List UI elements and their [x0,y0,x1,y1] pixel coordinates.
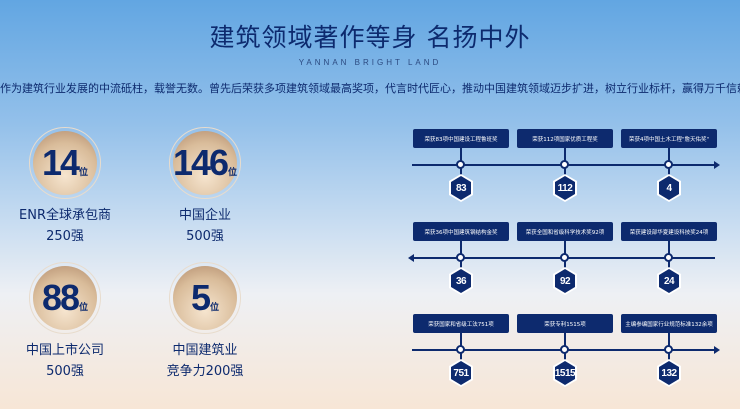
award-count-hexagon: 4 [657,174,681,202]
award-label: 荣获4项中国土木工程"詹天佑奖" [628,136,710,143]
stat-value: 5 [190,277,211,318]
timeline-node [560,160,569,169]
stat-value: 146 [172,142,229,183]
award-label-box: 主编参编国家行业规范标准132余项 [621,314,717,333]
stat-badge: 14 位 [29,127,101,199]
timeline-node [664,345,673,354]
award-count-hexagon: 92 [553,267,577,295]
stat-unit: 位 [210,302,220,313]
timeline-node [664,253,673,262]
award-count: 36 [451,269,471,293]
award-count-hexagon: 132 [657,359,681,387]
award-count: 132 [659,361,679,385]
award-label: 荣获全国和省级科学技术奖92项 [525,229,605,236]
stat-label: 中国企业 [178,208,231,223]
stat-label-2: 竞争力200强 [166,364,244,379]
award-count: 1515 [555,361,575,385]
stat-card: 146 位 中国企业 500强 [135,127,275,247]
page-subtitle: YANNAN BRIGHT LAND [298,58,442,67]
award-count: 112 [555,176,575,200]
award-label-box: 荣获专利1515项 [517,314,613,333]
timeline-row: 荣获83项中国建设工程鲁班奖 83 荣获112项国家优质工程奖 112 荣获4项中国… [412,129,722,209]
timeline-row: 荣获36项中国建筑钢结构金奖 36 荣获全国和省级科学技术奖92项 92 荣获建设部… [408,222,722,302]
arrow-right-icon [714,346,720,354]
award-label: 荣获83项中国建设工程鲁班奖 [424,136,498,143]
arrow-right-icon [714,161,720,169]
award-label-box: 荣获112项国家优质工程奖 [517,129,613,148]
stat-label: ENR全球承包商 [19,208,111,223]
award-label-box: 荣获4项中国土木工程"詹天佑奖" [621,129,717,148]
timeline-node [456,253,465,262]
timeline-node [664,160,673,169]
stat-value: 88 [41,277,80,318]
stat-label: 中国建筑业 [172,343,238,358]
award-label-box: 荣获36项中国建筑钢结构金奖 [413,222,509,241]
award-count: 92 [555,269,575,293]
stat-card: 88 位 中国上市公司 500强 [0,262,135,382]
stat-badge: 88 位 [29,262,101,334]
award-count: 4 [659,176,679,200]
award-label: 荣获专利1515项 [544,321,586,328]
award-label: 荣获国家和省级工法751项 [428,321,494,328]
timeline-row: 荣获国家和省级工法751项 751 荣获专利1515项 1515 主编参编国家行业规… [412,314,722,394]
award-label: 荣获建设部华夏建设科技奖24项 [629,229,709,236]
award-label: 荣获112项国家优质工程奖 [532,136,598,143]
award-label-box: 荣获建设部华夏建设科技奖24项 [621,222,717,241]
stat-label-2: 250强 [46,229,84,244]
stat-unit: 位 [79,167,89,178]
timeline-node [456,160,465,169]
award-label: 荣获36项中国建筑钢结构金奖 [424,229,498,236]
award-count: 751 [451,361,471,385]
stat-badge: 146 位 [169,127,241,199]
award-count-hexagon: 24 [657,267,681,295]
page-title: 建筑领域著作等身 名扬中外 [209,23,531,52]
stat-label-2: 500强 [186,229,224,244]
stat-unit: 位 [79,302,89,313]
award-count: 83 [451,176,471,200]
award-label-box: 荣获国家和省级工法751项 [413,314,509,333]
award-count-hexagon: 112 [553,174,577,202]
arrow-left-icon [408,254,414,262]
award-count-hexagon: 83 [449,174,473,202]
award-count-hexagon: 1515 [553,359,577,387]
timeline-node [560,345,569,354]
award-count-hexagon: 751 [449,359,473,387]
timeline-node [456,345,465,354]
award-count-hexagon: 36 [449,267,473,295]
stat-label-2: 500强 [46,364,84,379]
stat-label: 中国上市公司 [25,343,104,358]
award-label: 主编参编国家行业规范标准132余项 [625,321,713,328]
stat-value: 14 [41,142,80,183]
award-label-box: 荣获83项中国建设工程鲁班奖 [413,129,509,148]
stat-card: 14 位 ENR全球承包商 250强 [0,127,135,247]
award-label-box: 荣获全国和省级科学技术奖92项 [517,222,613,241]
description: 作为建筑行业发展的中流砥柱，载誉无数。曾先后荣获多项建筑领域最高奖项，代言时代匠… [0,82,740,95]
timeline-node [560,253,569,262]
stat-unit: 位 [228,167,238,178]
award-count: 24 [659,269,679,293]
